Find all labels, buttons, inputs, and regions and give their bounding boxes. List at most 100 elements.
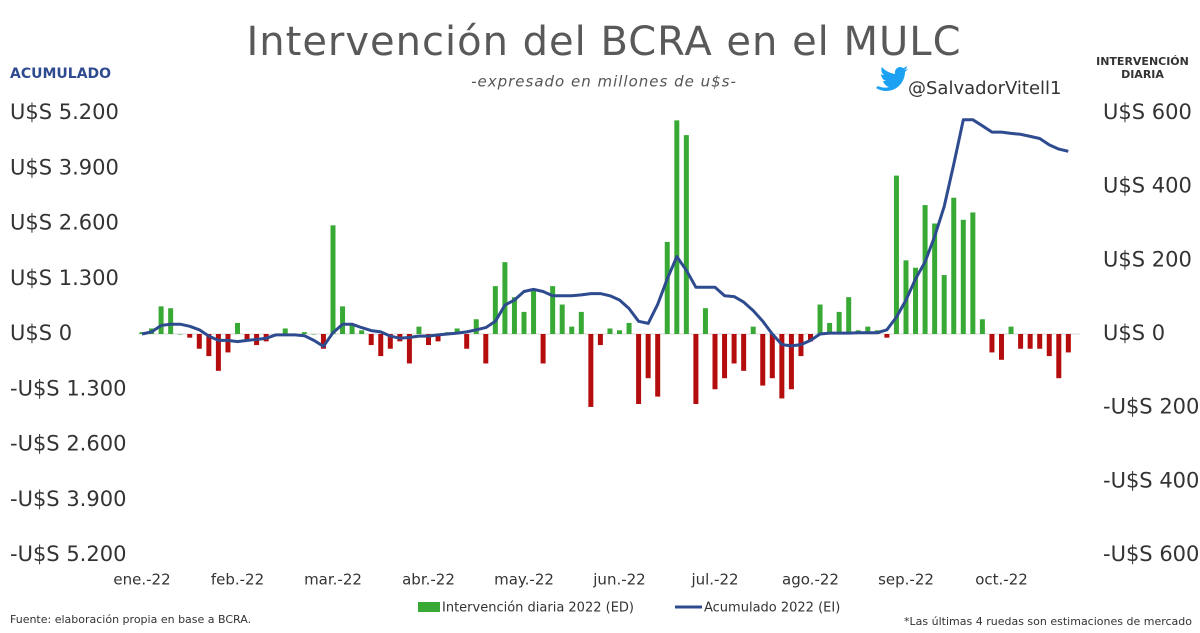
- bar: [702, 308, 708, 334]
- note: *Las últimas 4 ruedas son estimaciones d…: [904, 615, 1192, 628]
- bar: [865, 326, 871, 334]
- bar: [846, 297, 852, 334]
- bar: [559, 304, 565, 334]
- bar: [960, 219, 966, 334]
- bar: [349, 324, 355, 334]
- x-tick-label: sep.-22: [878, 571, 934, 589]
- bar: [206, 334, 212, 357]
- bar: [769, 334, 775, 379]
- bar: [311, 334, 317, 335]
- bar: [760, 334, 766, 386]
- bar: [235, 322, 240, 334]
- handle: @SalvadorVitell1: [908, 78, 1061, 99]
- y-tick-label: U$S 3.900: [10, 155, 119, 179]
- bar: [655, 334, 661, 397]
- source: Fuente: elaboración propia en base a BCR…: [10, 613, 251, 626]
- bar: [550, 286, 556, 334]
- bar: [683, 135, 689, 334]
- bar: [1056, 334, 1062, 379]
- y-tick-label: -U$S 2.600: [10, 432, 126, 456]
- bar: [454, 328, 460, 334]
- bar: [884, 334, 890, 338]
- bar: [932, 223, 938, 334]
- x-tick-label: ene.-22: [113, 571, 170, 589]
- y-tick-label: -U$S 1.300: [10, 376, 126, 400]
- bar: [416, 326, 422, 334]
- y-axis-label: ACUMULADO: [10, 66, 111, 82]
- bar: [330, 225, 336, 334]
- x-tick-label: feb.-22: [211, 571, 264, 589]
- bar: [215, 334, 221, 371]
- y2-tick-label: U$S 0: [1103, 321, 1165, 345]
- bar: [435, 334, 441, 342]
- bar: [406, 334, 412, 364]
- y2-tick-label: U$S 200: [1103, 247, 1192, 271]
- y2-tick-label: U$S 400: [1103, 174, 1192, 198]
- bar: [922, 205, 928, 334]
- bar: [1027, 334, 1033, 349]
- twitter-icon: [876, 66, 908, 91]
- bar: [836, 311, 842, 334]
- bar: [158, 306, 164, 334]
- bar: [196, 334, 202, 349]
- bar: [722, 334, 728, 379]
- bar: [731, 334, 737, 364]
- bar: [808, 334, 813, 342]
- bar: [1065, 334, 1071, 353]
- legend-label: Acumulado 2022 (EI): [704, 601, 840, 616]
- y-tick-label: U$S 2.600: [10, 211, 119, 235]
- bar: [636, 334, 642, 404]
- bar: [282, 328, 288, 334]
- bar: [511, 297, 517, 334]
- y2-axis-label: INTERVENCIÓN DIARIA: [1096, 55, 1189, 81]
- bar: [712, 334, 718, 390]
- line: [141, 118, 1069, 348]
- y-tick-label: -U$S 5.200: [10, 542, 126, 566]
- bar: [502, 262, 508, 334]
- bar: [540, 334, 546, 364]
- bar: [979, 319, 985, 334]
- legend-swatch: [418, 602, 440, 612]
- chart-title: Intervención del BCRA en el MULC: [246, 19, 961, 65]
- bar: [1037, 334, 1043, 349]
- bar: [674, 120, 680, 334]
- x-tick-label: jul.-22: [690, 571, 738, 589]
- bar: [521, 311, 527, 334]
- y-tick-label: -U$S 3.900: [10, 487, 126, 511]
- bar: [951, 197, 957, 334]
- bar: [645, 334, 651, 379]
- bar: [225, 334, 231, 353]
- bar: [626, 322, 632, 334]
- bar: [989, 334, 995, 353]
- x-tick-label: jun.-22: [592, 571, 645, 589]
- bar: [827, 322, 833, 334]
- x-tick-label: oct.-22: [975, 571, 1028, 589]
- bar: [817, 304, 823, 334]
- bar: [368, 334, 374, 346]
- x-tick-label: mar.-22: [304, 571, 362, 589]
- bar: [378, 334, 384, 357]
- bar: [473, 319, 479, 334]
- bar: [750, 326, 756, 334]
- y2-tick-label: -U$S 200: [1103, 395, 1199, 419]
- bar: [693, 334, 699, 404]
- bar: [578, 311, 584, 334]
- bar: [483, 334, 489, 364]
- bar: [779, 334, 785, 399]
- bar: [1008, 326, 1014, 334]
- y-tick-label: U$S 0: [10, 321, 72, 345]
- bar: [788, 334, 794, 390]
- bar: [464, 334, 470, 349]
- y2-tick-label: U$S 600: [1103, 100, 1192, 124]
- y-tick-label: U$S 1.300: [10, 266, 119, 290]
- bar: [187, 334, 193, 338]
- bar: [492, 286, 498, 334]
- bar: [1018, 334, 1024, 349]
- bar: [244, 334, 250, 342]
- bar: [359, 330, 365, 334]
- bar: [597, 334, 603, 346]
- bar: [569, 326, 575, 334]
- bar: [617, 330, 622, 334]
